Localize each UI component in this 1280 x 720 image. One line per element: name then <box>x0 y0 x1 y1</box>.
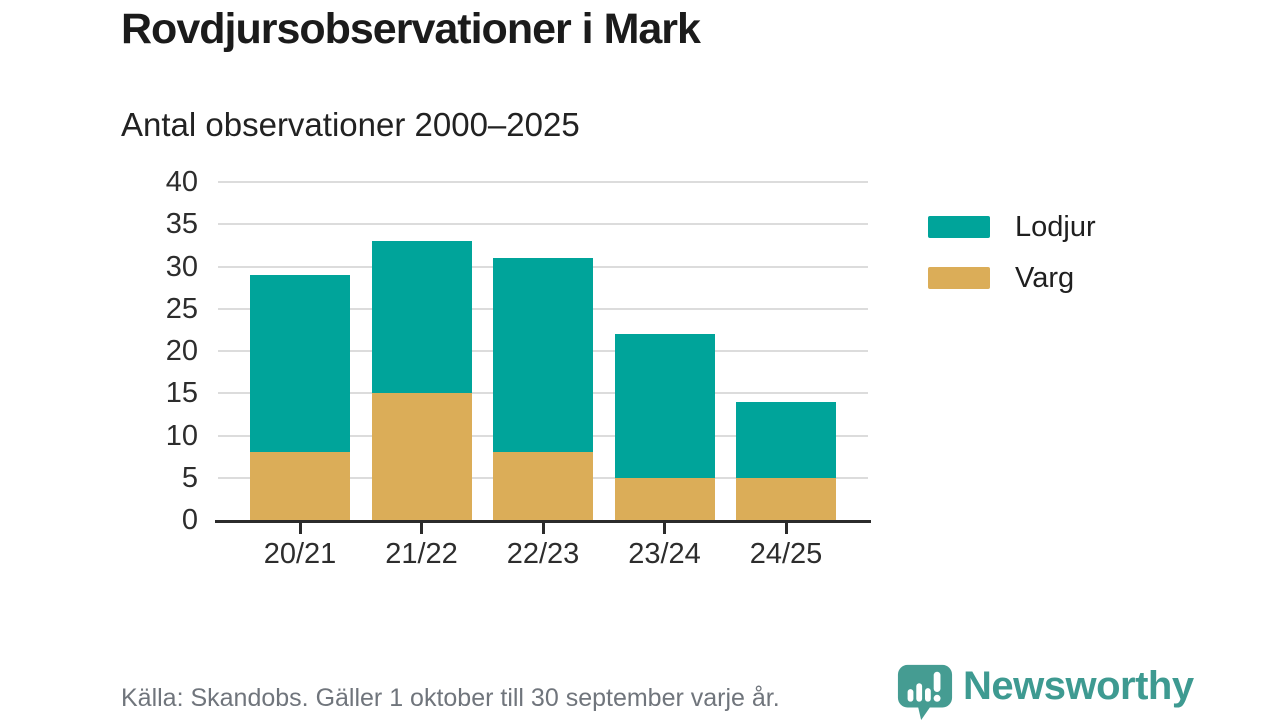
bar-segment-lodjur-24/25 <box>736 401 836 478</box>
y-axis-label-10: 10 <box>165 419 198 452</box>
x-axis-label-22/23: 22/23 <box>506 538 580 570</box>
legend: Lodjur Varg <box>928 212 1096 314</box>
gridline-y-35 <box>218 223 868 226</box>
y-axis-label-40: 40 <box>165 166 198 198</box>
bar-segment-varg-23/24 <box>614 477 715 520</box>
x-axis-label-20/21: 20/21 <box>263 538 337 570</box>
y-axis-label-25: 25 <box>165 292 198 325</box>
y-axis-label-15: 15 <box>165 377 198 410</box>
x-axis-line <box>215 520 871 523</box>
newsworthy-speech-bubble-chart-icon <box>896 663 954 720</box>
bar-segment-lodjur-21/22 <box>371 241 472 394</box>
y-axis-label-30: 30 <box>165 250 198 283</box>
brand-logo: Newsworthy <box>896 663 1194 720</box>
legend-swatch-varg <box>928 267 990 289</box>
bar-group-23/24 <box>614 334 715 520</box>
plot-area: 0 5 10 15 20 25 30 35 40 20/21 21/22 22/23 23/24 24/2… <box>166 166 871 570</box>
gridline-y-40 <box>218 181 868 183</box>
bar-group-21/22 <box>371 241 472 520</box>
bar-segment-varg-20/21 <box>250 452 350 520</box>
legend-swatch-lodjur <box>928 216 990 238</box>
x-axis-tick-21/22 <box>420 523 423 534</box>
bar-group-22/23 <box>493 258 593 520</box>
y-axis-label-20: 20 <box>165 335 198 367</box>
legend-item-varg: Varg <box>928 263 1096 293</box>
bar-group-24/25 <box>736 401 836 520</box>
y-axis-label-0: 0 <box>181 504 198 536</box>
x-axis-label-24/25: 24/25 <box>749 538 823 570</box>
x-axis-tick-22/23 <box>541 523 545 534</box>
bar-segment-varg-22/23 <box>493 452 593 520</box>
bar-segment-lodjur-20/21 <box>250 275 350 453</box>
y-axis-label-5: 5 <box>181 461 198 494</box>
legend-item-lodjur: Lodjur <box>928 212 1096 242</box>
bar-segment-lodjur-23/24 <box>614 334 715 478</box>
bar-segment-varg-21/22 <box>371 393 472 520</box>
chart-subtitle: Antal observationer 2000–2025 <box>121 106 580 143</box>
bar-group-20/21 <box>250 275 350 520</box>
bar-segment-lodjur-22/23 <box>493 258 593 453</box>
y-axis-label-35: 35 <box>165 208 198 241</box>
x-axis-tick-24/25 <box>784 523 788 534</box>
chart-title: Rovdjursobservationer i Mark <box>121 5 701 53</box>
bar-segment-varg-24/25 <box>736 477 836 520</box>
x-axis-label-23/24: 23/24 <box>628 538 701 570</box>
x-axis-tick-20/21 <box>298 523 302 534</box>
source-note: Källa: Skandobs. Gäller 1 oktober till 3… <box>121 684 780 712</box>
x-axis-tick-23/24 <box>663 523 666 534</box>
brand-name: Newsworthy <box>963 664 1194 708</box>
legend-label-lodjur: Lodjur <box>1015 211 1096 243</box>
legend-label-varg: Varg <box>1015 262 1075 294</box>
x-axis-label-21/22: 21/22 <box>385 538 458 570</box>
